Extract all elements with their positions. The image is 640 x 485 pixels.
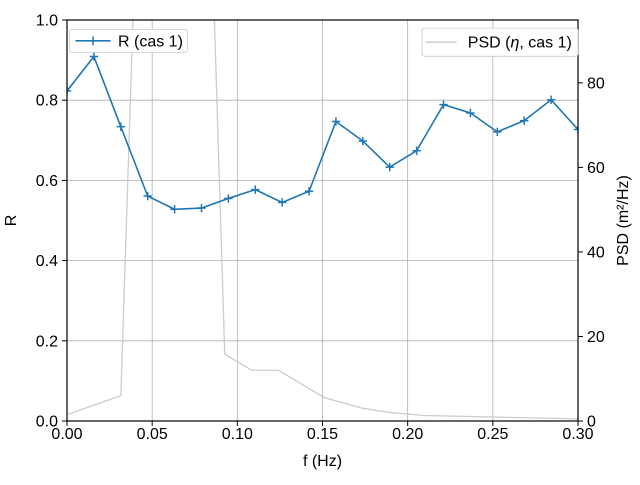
svg-text:PSD (m²/Hz): PSD (m²/Hz): [615, 175, 632, 266]
svg-text:PSD (η, cas 1): PSD (η, cas 1): [468, 35, 572, 52]
svg-text:0.05: 0.05: [137, 426, 168, 443]
svg-text:20: 20: [587, 329, 605, 346]
svg-text:0: 0: [587, 414, 596, 431]
svg-text:0.6: 0.6: [36, 173, 58, 190]
svg-text:1.0: 1.0: [36, 13, 58, 30]
svg-text:40: 40: [587, 244, 605, 261]
svg-text:0.25: 0.25: [477, 426, 508, 443]
svg-text:0.20: 0.20: [392, 426, 423, 443]
svg-text:R (cas 1): R (cas 1): [118, 33, 183, 50]
svg-text:0.8: 0.8: [36, 93, 58, 110]
svg-text:0.2: 0.2: [36, 333, 58, 350]
svg-text:80: 80: [587, 75, 605, 92]
svg-text:0.4: 0.4: [36, 253, 58, 270]
svg-text:R: R: [3, 215, 20, 227]
svg-text:0.15: 0.15: [307, 426, 338, 443]
svg-text:0.10: 0.10: [222, 426, 253, 443]
svg-text:f (Hz): f (Hz): [303, 453, 342, 470]
svg-text:60: 60: [587, 160, 605, 177]
svg-text:0.0: 0.0: [36, 414, 58, 431]
